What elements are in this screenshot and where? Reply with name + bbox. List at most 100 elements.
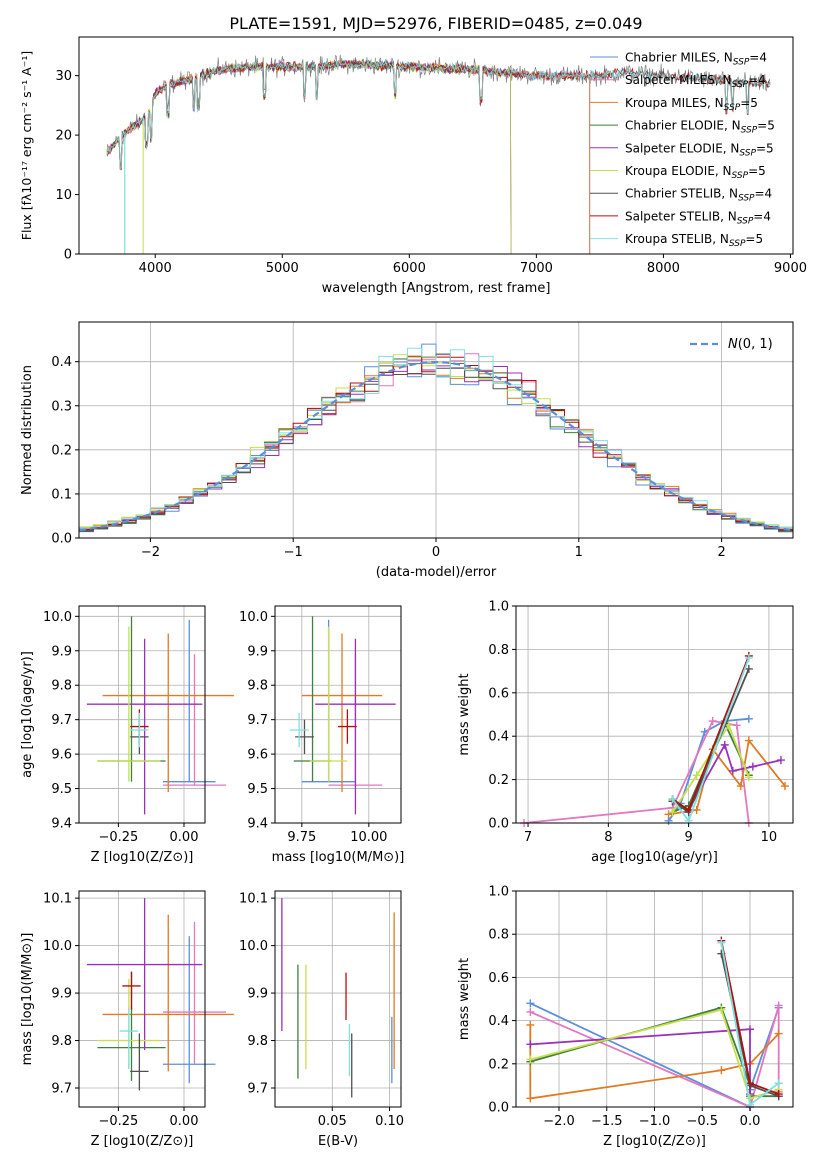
age_vs_mass-xlabel: mass [log10(M/M⊙)] bbox=[272, 850, 405, 865]
mass_vs_Z-xlabel: Z [log10(Z/Z⊙)] bbox=[91, 1134, 194, 1149]
residuals-xlabel: (data-model)/error bbox=[376, 565, 497, 580]
y-tick-label: 0.0 bbox=[488, 1101, 509, 1116]
age_vs_mass-border bbox=[274, 605, 402, 824]
y-tick-label: 0.2 bbox=[51, 443, 72, 458]
mass-weight-marker bbox=[776, 756, 785, 765]
age_vs_Z-points bbox=[86, 616, 234, 815]
x-tick-label: −0.25 bbox=[98, 1114, 138, 1129]
mass-weight-marker bbox=[526, 1094, 535, 1103]
mass-weight-line bbox=[671, 657, 750, 823]
y-tick-label: 9.8 bbox=[247, 1034, 268, 1049]
y-tick-label: 0.6 bbox=[488, 686, 509, 701]
mass-weight-marker bbox=[526, 999, 535, 1008]
y-tick-label: 30 bbox=[55, 69, 72, 84]
spectrum-border bbox=[78, 36, 794, 255]
mass_weight_vs_Z-ylabel: mass weight bbox=[457, 958, 472, 1040]
x-tick-label: −1 bbox=[284, 545, 303, 560]
legend-label: Kroupa MILES, NSSP=5 bbox=[625, 96, 758, 113]
mass-weight-marker bbox=[744, 736, 753, 745]
mass_vs_Z-ylabel: mass [log10(M/M⊙)] bbox=[20, 933, 35, 1066]
mass-weight-marker bbox=[728, 766, 737, 775]
y-tick-label: 9.6 bbox=[51, 748, 72, 763]
legend-label: Chabrier MILES, NSSP=4 bbox=[625, 51, 767, 68]
age_vs_mass-frame: 9.75 10.00 9.4 9.5 9.6 9.7 9.8 9.9 10.0 mass [log… bbox=[239, 605, 405, 865]
legend-label: Salpeter MILES, NSSP=4 bbox=[625, 73, 766, 90]
mass-weight-marker bbox=[717, 938, 726, 947]
spectrum-ylabel: Flux [fλ10⁻¹⁷ erg cm⁻² s⁻¹ A⁻¹] bbox=[19, 51, 34, 240]
mass-weight-marker bbox=[748, 762, 757, 771]
x-tick-label: 0.0 bbox=[740, 1114, 761, 1129]
y-tick-label: 1.0 bbox=[488, 885, 509, 900]
mass-weight-marker bbox=[526, 1040, 535, 1049]
y-tick-label: 0.4 bbox=[488, 730, 509, 745]
y-tick-label: 9.7 bbox=[247, 713, 268, 728]
residual-histogram-step bbox=[79, 347, 793, 531]
x-tick-label: −1.5 bbox=[591, 1114, 623, 1129]
x-tick-label: 0.00 bbox=[170, 830, 199, 845]
x-tick-label: 0.05 bbox=[318, 1114, 347, 1129]
y-tick-label: 9.9 bbox=[51, 987, 72, 1002]
x-tick-label: 2 bbox=[717, 545, 725, 560]
y-tick-label: 1.0 bbox=[488, 600, 509, 615]
y-tick-label: 9.7 bbox=[51, 713, 72, 728]
figure-title: PLATE=1591, MJD=52976, FIBERID=0485, z=0… bbox=[229, 14, 642, 33]
mass-weight-marker bbox=[684, 805, 693, 814]
x-tick-label: 0.00 bbox=[170, 1114, 199, 1129]
x-tick-label: 0 bbox=[432, 545, 440, 560]
mass_vs_Z-axes bbox=[79, 891, 205, 1107]
spectrum-xlabel: wavelength [Angstrom, rest frame] bbox=[322, 281, 551, 296]
spectrum-model-line bbox=[106, 59, 591, 254]
y-tick-label: 0.0 bbox=[51, 532, 72, 547]
y-tick-label: 9.4 bbox=[247, 817, 268, 832]
mass-weight-marker bbox=[774, 1029, 783, 1038]
y-tick-label: 10.0 bbox=[43, 610, 72, 625]
mass-weight-marker bbox=[692, 771, 701, 780]
y-tick-label: 9.7 bbox=[247, 1082, 268, 1097]
age_vs_Z-frame: −0.25 0.00 9.4 9.5 9.6 9.7 9.8 9.9 10.0 Z [log10(… bbox=[20, 605, 206, 865]
spectrum-model-line bbox=[106, 58, 512, 254]
mass-weight-line bbox=[529, 1005, 780, 1109]
mass-weight-marker bbox=[744, 773, 753, 782]
x-tick-label: 8000 bbox=[647, 261, 680, 276]
x-tick-label: −0.25 bbox=[98, 830, 138, 845]
y-tick-label: 0.0 bbox=[488, 817, 509, 832]
age_vs_Z-ylabel: age [log10(age/yr)] bbox=[20, 651, 35, 778]
mass-weight-marker bbox=[744, 714, 753, 723]
mass-weight-marker bbox=[526, 1055, 535, 1064]
x-tick-label: −2 bbox=[141, 545, 160, 560]
mass_vs_ebv-border bbox=[274, 890, 402, 1108]
age_vs_Z-border bbox=[78, 605, 206, 824]
mass_weight_vs_Z-series bbox=[526, 936, 783, 1111]
x-tick-label: 10.00 bbox=[350, 830, 387, 845]
x-tick-label: 6000 bbox=[393, 261, 426, 276]
mass-weight-marker bbox=[732, 721, 741, 730]
mass_weight_vs_Z-xlabel: Z [log10(Z/Z⊙)] bbox=[603, 1134, 706, 1149]
y-tick-label: 9.8 bbox=[247, 679, 268, 694]
mass-weight-marker bbox=[664, 810, 673, 819]
y-tick-label: 9.6 bbox=[247, 748, 268, 763]
mass_vs_ebv-points bbox=[281, 898, 395, 1098]
x-tick-label: −1.0 bbox=[639, 1114, 671, 1129]
gaussian-reference-line bbox=[79, 360, 791, 532]
legend-label: Kroupa STELIB, NSSP=5 bbox=[625, 232, 763, 249]
legend-label: Kroupa ELODIE, NSSP=5 bbox=[625, 164, 766, 181]
age_vs_mass-points bbox=[289, 616, 396, 815]
mass_vs_ebv-axes bbox=[275, 891, 401, 1107]
y-tick-label: 10.0 bbox=[43, 939, 72, 954]
spectrum-model-line bbox=[106, 57, 591, 254]
mass_weight_vs_age-xlabel: age [log10(age/yr)] bbox=[591, 850, 718, 865]
y-tick-label: 9.5 bbox=[247, 782, 268, 797]
legend-label: Salpeter STELIB, NSSP=4 bbox=[625, 209, 771, 226]
spectrum-model-line bbox=[106, 59, 512, 254]
y-tick-label: 0.8 bbox=[488, 643, 509, 658]
y-tick-label: 0.2 bbox=[488, 1057, 509, 1072]
y-tick-label: 9.8 bbox=[51, 1034, 72, 1049]
mass_vs_Z-points bbox=[86, 898, 234, 1091]
spectrum-model-line bbox=[106, 58, 770, 170]
y-tick-label: 10.0 bbox=[239, 610, 268, 625]
mass-weight-marker bbox=[720, 740, 729, 749]
y-tick-label: 0.1 bbox=[51, 487, 72, 502]
mass-weight-marker bbox=[717, 1066, 726, 1075]
y-tick-label: 9.8 bbox=[51, 679, 72, 694]
